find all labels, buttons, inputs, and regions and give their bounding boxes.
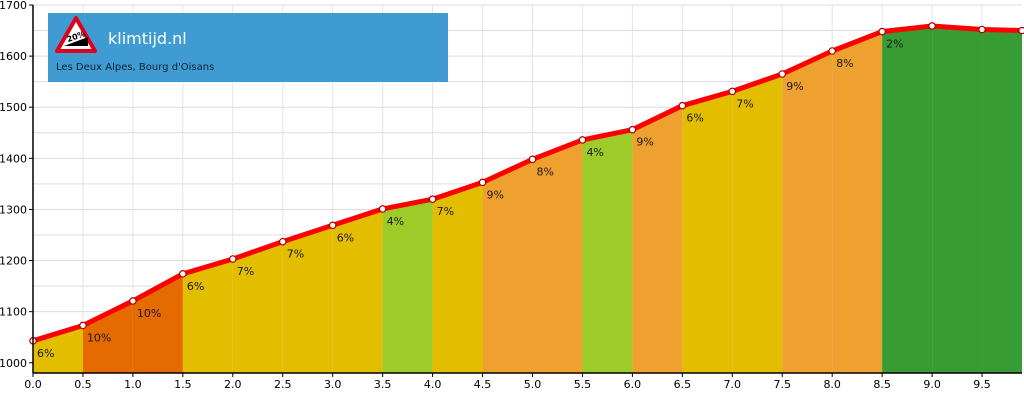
x-tick-label: 4.0 [424,378,442,391]
profile-point [878,27,886,36]
y-tick-label: 1100 [0,306,27,319]
gradient-segment [682,91,733,373]
y-tick-label: 1700 [0,0,27,12]
gradient-segment [232,241,283,373]
x-tick-label: 8.5 [873,378,891,391]
x-tick-label: 6.0 [624,378,642,391]
x-tick-label: 0.5 [74,378,92,391]
x-tick-label: 2.5 [274,378,292,391]
gradient-segment [932,25,983,373]
x-tick-label: 5.0 [524,378,542,391]
x-tick-label: 4.5 [474,378,492,391]
profile-point [728,87,737,96]
y-tick-label: 1000 [0,357,27,370]
gradient-segment [182,259,233,373]
gradient-label: 7% [437,205,454,218]
profile-point [478,178,487,187]
x-tick-label: 1.0 [124,378,142,391]
x-tick-label: 9.5 [973,378,991,391]
y-tick-label: 1500 [0,101,27,114]
gradient-label: 2% [886,38,903,51]
x-tick-label: 7.5 [773,378,791,391]
x-tick-label: 3.5 [374,378,392,391]
gradient-label: 6% [187,280,204,293]
gradient-label: 8% [836,57,853,70]
gradient-label: 6% [37,347,54,360]
gradient-labels: 6% 10% 10% 6% 7% 7% 6% 4% 7% 9% 8% 4% 9% 6% 7% 9% 8% 2% [37,38,904,360]
profile-point [328,221,337,230]
x-tick-label: 8.0 [823,378,841,391]
gradient-segment [632,105,683,373]
y-tick-label: 1200 [0,255,27,268]
profile-point [778,70,787,78]
gradient-segment [382,199,433,373]
gradient-segment [882,25,933,373]
header-panel [48,13,448,82]
gradient-label: 9% [636,136,653,149]
gradient-segment [832,31,883,373]
profile-point [978,25,986,34]
x-tick-label: 7.0 [724,378,742,391]
x-tick-label: 5.5 [574,378,592,391]
x-tick-label: 0.0 [24,378,42,391]
x-tick-label: 1.5 [174,378,192,391]
gradient-label: 7% [287,248,304,261]
gradient-label: 6% [337,231,354,244]
gradient-segment [132,273,183,373]
climb-subtitle: Les Deux Alpes, Bourg d'Oisans [56,62,215,73]
profile-point [129,297,137,305]
gradient-segment [482,159,533,373]
profile-point [428,195,437,204]
y-tick-label: 1400 [0,152,27,165]
profile-point [1018,26,1024,35]
brand-name[interactable]: klimtijd.nl [108,29,187,48]
y-tick-label: 1600 [0,50,27,63]
gradient-label: 10% [87,331,111,344]
x-tick-label: 2.0 [224,378,242,391]
gradient-label: 7% [736,97,753,110]
profile-point [628,125,637,134]
gradient-label: 10% [137,307,161,320]
gradient-segment [432,182,483,373]
gradient-segment [582,129,633,373]
gradient-label: 9% [786,80,803,93]
gradient-areas [33,25,1022,374]
climb-warning-sign-icon: 20% [55,16,97,53]
gradient-label: 8% [536,165,553,178]
profile-point [278,237,287,246]
profile-point [179,270,187,278]
x-tick-label: 6.5 [674,378,692,391]
gradient-segment [332,208,383,373]
x-tick-label: 9.0 [923,378,941,391]
gradient-label: 6% [686,112,703,125]
gradient-segment [782,51,833,373]
gradient-segment [82,300,133,373]
profile-point [378,205,387,213]
gradient-label: 4% [387,215,404,228]
profile-point [678,101,687,110]
axes: 1000 1100 1200 1300 1400 1500 1600 1700 0.0 0.5 1.… [0,0,1022,391]
profile-point [928,22,936,30]
gradient-segment [982,29,1022,374]
profile-point [79,321,87,330]
gradient-label: 4% [586,146,603,159]
x-tick-label: 3.0 [324,378,342,391]
profile-point [828,47,836,55]
gradient-label: 7% [237,265,254,278]
gradient-segment [732,74,783,373]
profile-point [528,155,537,164]
gradient-segment [282,225,333,373]
gradient-label: 9% [487,188,504,201]
profile-point [578,136,587,144]
gradient-segment [532,139,583,373]
y-tick-label: 1300 [0,203,27,216]
profile-point [228,255,237,263]
